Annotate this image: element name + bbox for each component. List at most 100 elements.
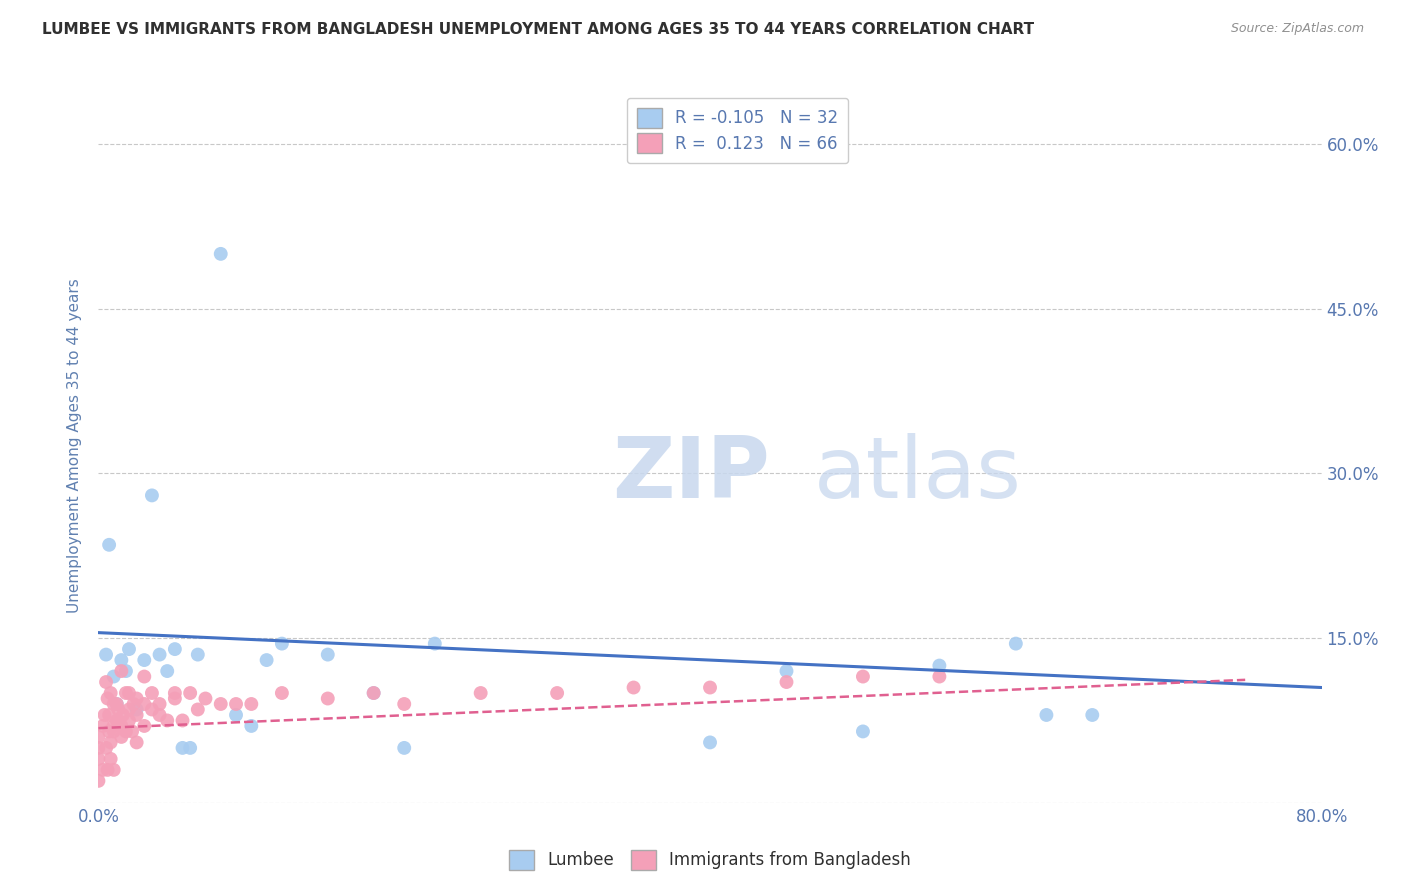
- Point: [100, 686, 122, 700]
- Point: [623, 681, 645, 695]
- Point: [209, 697, 232, 711]
- Point: [125, 708, 148, 723]
- Point: [98, 538, 121, 552]
- Point: [134, 653, 156, 667]
- Point: [94, 648, 117, 662]
- Point: [141, 488, 163, 502]
- Point: [87, 752, 110, 766]
- Point: [118, 714, 141, 728]
- Point: [107, 714, 129, 728]
- Point: [775, 675, 797, 690]
- Point: [97, 691, 120, 706]
- Legend: Lumbee, Immigrants from Bangladesh: Lumbee, Immigrants from Bangladesh: [502, 843, 918, 877]
- Point: [118, 702, 141, 716]
- Point: [546, 686, 568, 700]
- Point: [156, 714, 179, 728]
- Point: [270, 637, 292, 651]
- Point: [118, 642, 141, 657]
- Point: [852, 669, 875, 683]
- Point: [134, 669, 156, 683]
- Point: [103, 697, 125, 711]
- Point: [111, 708, 134, 723]
- Point: [316, 691, 339, 706]
- Point: [392, 740, 416, 755]
- Point: [163, 642, 186, 657]
- Point: [163, 691, 186, 706]
- Point: [149, 708, 172, 723]
- Point: [107, 702, 129, 716]
- Point: [240, 719, 263, 733]
- Point: [141, 702, 163, 716]
- Point: [125, 702, 148, 716]
- Point: [97, 763, 120, 777]
- Point: [115, 686, 138, 700]
- Point: [392, 697, 416, 711]
- Point: [105, 697, 128, 711]
- Point: [121, 724, 143, 739]
- Point: [156, 664, 179, 678]
- Point: [149, 697, 172, 711]
- Point: [122, 697, 145, 711]
- Point: [363, 686, 385, 700]
- Point: [928, 669, 950, 683]
- Point: [103, 669, 125, 683]
- Point: [134, 697, 156, 711]
- Point: [103, 763, 125, 777]
- Point: [256, 653, 278, 667]
- Point: [240, 697, 263, 711]
- Point: [91, 763, 114, 777]
- Text: atlas: atlas: [814, 433, 1022, 516]
- Point: [110, 719, 132, 733]
- Point: [1035, 708, 1057, 723]
- Point: [775, 664, 797, 678]
- Point: [141, 686, 163, 700]
- Point: [423, 637, 446, 651]
- Y-axis label: Unemployment Among Ages 35 to 44 years: Unemployment Among Ages 35 to 44 years: [67, 278, 83, 614]
- Point: [103, 719, 125, 733]
- Point: [94, 740, 117, 755]
- Point: [363, 686, 385, 700]
- Point: [187, 702, 209, 716]
- Point: [699, 681, 721, 695]
- Text: Source: ZipAtlas.com: Source: ZipAtlas.com: [1230, 22, 1364, 36]
- Point: [194, 691, 217, 706]
- Point: [105, 697, 128, 711]
- Point: [125, 691, 148, 706]
- Point: [270, 686, 292, 700]
- Point: [470, 686, 492, 700]
- Point: [115, 664, 138, 678]
- Point: [1004, 637, 1026, 651]
- Point: [179, 740, 201, 755]
- Point: [110, 664, 132, 678]
- Text: ZIP: ZIP: [612, 433, 770, 516]
- Point: [209, 247, 232, 261]
- Point: [149, 648, 172, 662]
- Point: [87, 730, 110, 744]
- Point: [91, 719, 114, 733]
- Point: [94, 675, 117, 690]
- Point: [115, 724, 138, 739]
- Point: [93, 708, 115, 723]
- Point: [87, 740, 110, 755]
- Point: [98, 724, 121, 739]
- Point: [100, 735, 122, 749]
- Point: [172, 740, 194, 755]
- Point: [105, 714, 128, 728]
- Point: [103, 724, 125, 739]
- Point: [163, 686, 186, 700]
- Point: [110, 653, 132, 667]
- Point: [125, 735, 148, 749]
- Point: [225, 708, 247, 723]
- Point: [179, 686, 201, 700]
- Point: [100, 752, 122, 766]
- Point: [1081, 708, 1104, 723]
- Point: [187, 648, 209, 662]
- Point: [87, 773, 110, 788]
- Point: [172, 714, 194, 728]
- Point: [110, 730, 132, 744]
- Point: [134, 719, 156, 733]
- Point: [699, 735, 721, 749]
- Point: [852, 724, 875, 739]
- Point: [225, 697, 247, 711]
- Point: [118, 686, 141, 700]
